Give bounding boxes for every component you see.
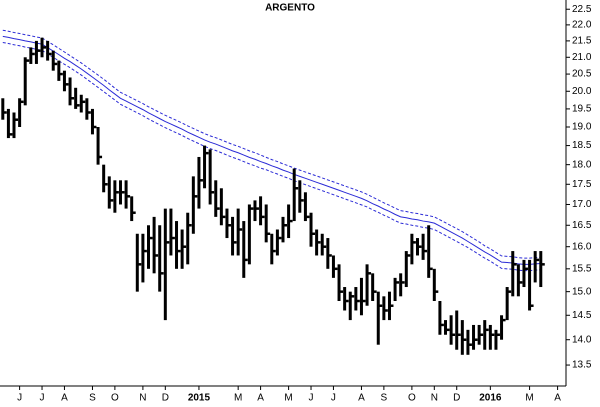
y-tick-label: 21.0 <box>572 52 592 63</box>
x-tick-label: A <box>554 393 561 404</box>
y-tick-label: 17.0 <box>572 199 592 210</box>
y-tick-label: 22.0 <box>572 20 592 31</box>
y-tick-label: 19.0 <box>572 122 592 133</box>
y-tick-label: 15.5 <box>572 263 592 274</box>
y-tick-label: 17.5 <box>572 179 592 190</box>
x-tick-label: D <box>162 393 169 404</box>
x-tick-label: D <box>453 393 460 404</box>
x-tick-label: 2015 <box>188 393 211 404</box>
y-tick-label: 19.5 <box>572 104 592 115</box>
x-tick-label: J <box>17 393 22 404</box>
x-tick-label: 2016 <box>479 393 502 404</box>
y-tick-label: 13.5 <box>572 360 592 371</box>
x-tick-label: N <box>139 393 146 404</box>
x-tick-label: S <box>89 393 96 404</box>
x-tick-label: M <box>284 393 292 404</box>
y-tick-label: 18.5 <box>572 140 592 151</box>
y-tick-label: 16.5 <box>572 220 592 231</box>
y-tick-label: 22.5 <box>572 4 592 15</box>
x-tick-label: S <box>381 393 388 404</box>
band-line <box>2 29 541 259</box>
y-tick-label: 20.0 <box>572 86 592 97</box>
x-tick-label: A <box>358 393 365 404</box>
x-tick-label: M <box>234 393 242 404</box>
y-tick-label: 14.5 <box>572 310 592 321</box>
average-line <box>2 35 541 265</box>
y-tick-label: 20.5 <box>572 69 592 80</box>
y-tick-label: 16.0 <box>572 241 592 252</box>
y-tick-label: 15.0 <box>572 286 592 297</box>
x-tick-label: O <box>111 393 119 404</box>
chart-title: ARGENTO <box>265 3 315 14</box>
x-tick-label: N <box>431 393 438 404</box>
y-tick-label: 21.5 <box>572 36 592 47</box>
x-tick-label: M <box>525 393 533 404</box>
x-tick-label: A <box>257 393 264 404</box>
y-tick-label: 14.0 <box>572 334 592 345</box>
y-tick-label: 18.0 <box>572 159 592 170</box>
x-tick-label: J <box>331 393 336 404</box>
x-tick-label: O <box>408 393 416 404</box>
x-tick-label: A <box>61 393 68 404</box>
band-line <box>2 42 541 272</box>
x-tick-label: J <box>309 393 314 404</box>
x-tick-label: J <box>40 393 45 404</box>
